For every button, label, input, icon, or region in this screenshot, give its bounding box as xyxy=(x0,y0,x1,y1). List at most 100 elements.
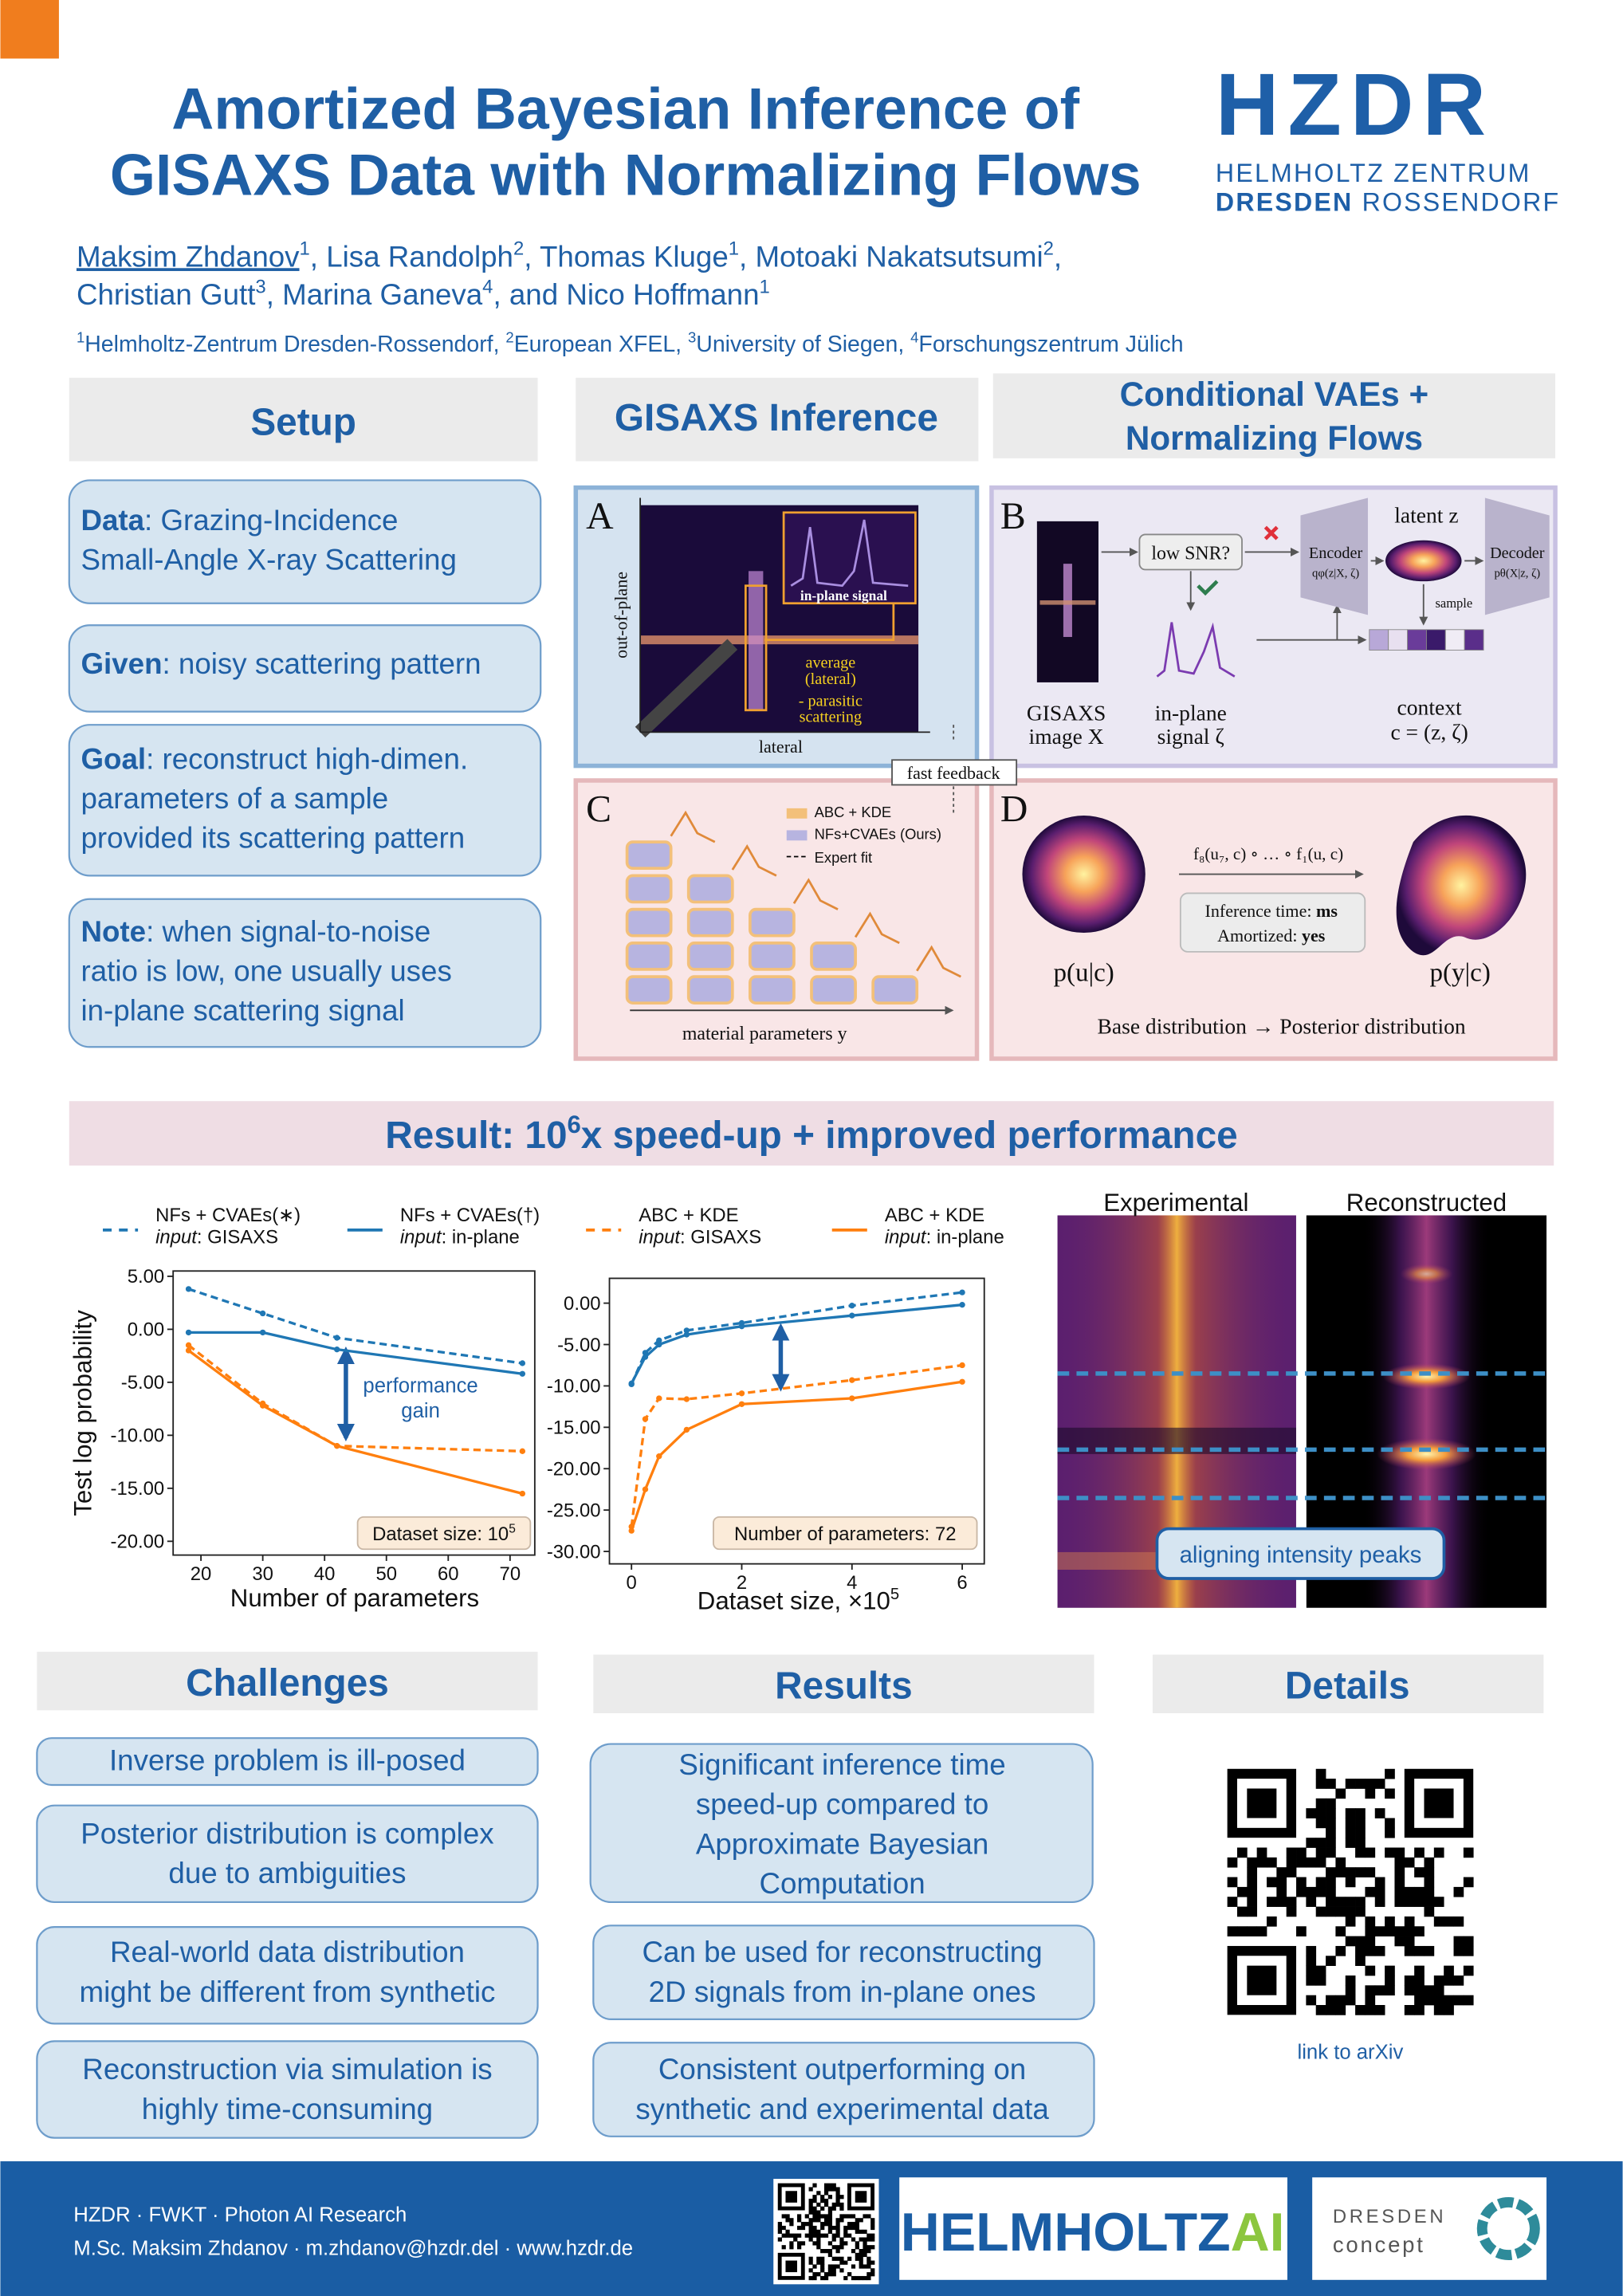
text-part: Test log probability xyxy=(69,1310,96,1516)
qr-module xyxy=(777,2222,782,2227)
qr-module xyxy=(1345,1867,1356,1877)
qr-module xyxy=(1256,1857,1267,1868)
text-part: Reconstructed xyxy=(1346,1189,1507,1217)
y-tick-label: 0.00 xyxy=(128,1319,164,1341)
y-tick-label: -20.00 xyxy=(547,1459,601,1480)
challenge: might be different from synthetic xyxy=(80,1976,496,2008)
qr-module xyxy=(1365,1847,1376,1858)
qr-module xyxy=(1227,1926,1238,1936)
qr-module xyxy=(1394,1877,1405,1888)
feedback-label: fast feedback xyxy=(907,763,1001,783)
qr-module xyxy=(820,2260,825,2265)
qr-module xyxy=(1355,1779,1366,1789)
section-title: Setup xyxy=(250,402,356,444)
series-line xyxy=(188,1288,523,1365)
qr-module xyxy=(823,2191,829,2196)
qr-module xyxy=(1365,1985,1376,1996)
qr-module xyxy=(1355,2005,1366,2015)
text-part: 2D signals from in-plane ones xyxy=(649,1976,1036,2008)
annotation: gain xyxy=(401,1400,440,1422)
qr-module xyxy=(808,2229,813,2234)
qr-module xyxy=(1247,1877,1258,1888)
text-part: Computation xyxy=(759,1867,925,1900)
legend-label: NFs + CVAEs(†) xyxy=(400,1205,540,1226)
qr-module xyxy=(781,2225,786,2231)
qr-module xyxy=(867,2233,871,2238)
qr-module xyxy=(1227,1877,1238,1888)
image-title: Experimental xyxy=(1103,1189,1248,1217)
qr-module xyxy=(1247,1867,1258,1877)
qr-module xyxy=(1236,1886,1248,1897)
qr-module xyxy=(1236,1926,1248,1936)
text-part: : in-plane xyxy=(442,1226,520,1248)
qr-module xyxy=(870,2218,875,2223)
y-tick-label: -10.00 xyxy=(111,1425,165,1447)
qr-module xyxy=(859,2249,863,2254)
text-part: Small-Angle X-ray Scattering xyxy=(81,543,456,576)
note: Dataset size: 105 xyxy=(372,1523,516,1546)
text-part: 0.00 xyxy=(128,1319,164,1341)
text-part: ABC + KDE xyxy=(815,804,891,820)
text-part: NFs + CVAEs(†) xyxy=(400,1205,540,1226)
qr-module xyxy=(1424,1877,1435,1888)
cell xyxy=(1369,629,1389,651)
point xyxy=(656,1453,662,1460)
latent-label: latent z xyxy=(1394,503,1458,528)
text-part: Forschungszentrum Jülich xyxy=(918,332,1183,357)
text-part: link to arXiv xyxy=(1297,2041,1403,2063)
series-line xyxy=(187,1349,523,1496)
corner-cell xyxy=(749,975,796,1005)
series-line xyxy=(188,1331,523,1375)
corner-cell xyxy=(686,975,734,1005)
challenge: due to ambiguities xyxy=(168,1857,406,1889)
qr-module xyxy=(1345,1897,1356,1907)
text-part: Conditional VAEs + xyxy=(1120,375,1429,413)
author: , Marina Ganeva xyxy=(266,278,483,311)
result: Consistent outperforming on xyxy=(658,2053,1026,2086)
qr-module xyxy=(1444,1916,1454,1927)
qr-module xyxy=(1286,1906,1297,1917)
author: , xyxy=(1054,240,1062,273)
qr-module xyxy=(1355,1956,1366,1967)
qr-module xyxy=(1306,1975,1317,1986)
text-part: HELMHOLTZ xyxy=(901,2202,1231,2263)
qr-module xyxy=(812,2229,817,2234)
qr-module xyxy=(1414,1867,1425,1877)
qr-module xyxy=(1326,2005,1336,2015)
text-part: Result: 10 xyxy=(385,1115,567,1157)
corner-cell xyxy=(625,907,673,938)
qr-module xyxy=(1335,1867,1346,1877)
qr-module xyxy=(835,2218,840,2223)
qr-module xyxy=(777,2237,782,2242)
qr-module xyxy=(816,2260,821,2265)
qr-module xyxy=(1315,1886,1326,1897)
qr-module xyxy=(870,2272,875,2277)
text-part: HZDR xyxy=(1216,56,1495,154)
qr-module xyxy=(1247,1906,1258,1917)
qr-module xyxy=(1374,1886,1385,1897)
flow-formula: f₈(u₇, c) ∘ … ∘ f₁(u, c) xyxy=(1193,844,1343,863)
qr-module xyxy=(855,2245,859,2250)
qr-module xyxy=(823,2187,829,2192)
qr-module xyxy=(1326,1995,1336,2006)
qr-module xyxy=(820,2206,825,2211)
plot-frame xyxy=(608,1277,985,1565)
box xyxy=(68,724,542,877)
qr-module xyxy=(808,2237,813,2242)
affiliation-mark: 1 xyxy=(729,238,739,260)
arxiv-link[interactable]: link to arXiv xyxy=(1297,2041,1403,2063)
text-part: 5 xyxy=(890,1586,899,1603)
info: Amortized: yes xyxy=(1217,926,1326,946)
qr-module xyxy=(1326,1798,1336,1809)
text-part: Number of parameters xyxy=(230,1584,479,1612)
text-part: highly time-consuming xyxy=(142,2093,433,2125)
qr-module xyxy=(812,2241,817,2246)
qr-module xyxy=(1306,1945,1317,1956)
text-part: low SNR? xyxy=(1151,544,1230,564)
qr-module xyxy=(1385,1818,1395,1829)
qr-module xyxy=(843,2260,848,2265)
box xyxy=(36,1926,539,2025)
caption: Base distribution → Posterior distributi… xyxy=(1098,1014,1466,1039)
qr-module xyxy=(827,2272,833,2277)
cvae-header xyxy=(992,373,1556,458)
